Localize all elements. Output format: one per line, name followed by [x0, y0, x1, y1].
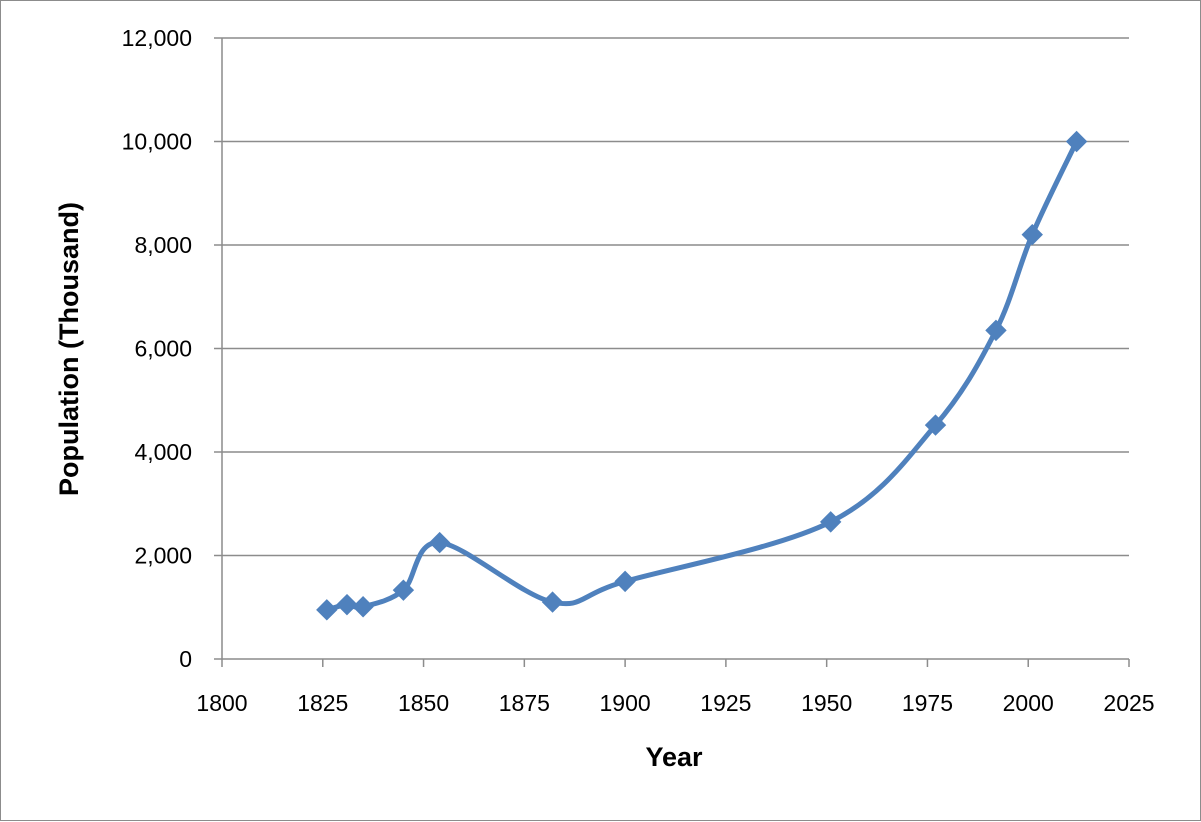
y-tick-label: 6,000	[134, 336, 192, 362]
data-point-marker	[336, 593, 358, 616]
y-tick-label: 0	[179, 646, 192, 672]
data-point-marker	[316, 599, 338, 621]
x-tick-label: 1875	[499, 690, 550, 716]
x-tick-label: 1950	[801, 690, 852, 716]
x-tick-label: 1800	[196, 690, 247, 716]
y-axis-title: Population (Thousand)	[54, 202, 84, 496]
data-point-marker	[985, 319, 1007, 342]
x-axis-title: Year	[645, 742, 703, 772]
y-tick-label: 12,000	[122, 25, 192, 51]
y-tick-label: 2,000	[134, 543, 192, 569]
x-tick-label: 2025	[1103, 690, 1154, 716]
x-tick-label: 1850	[398, 690, 449, 716]
y-tick-labels: 0 2,000 4,000 6,000 8,000 10,000 12,000	[122, 25, 192, 672]
x-tick-label: 1825	[297, 690, 348, 716]
data-point-marker	[428, 531, 451, 554]
x-tick-label: 1975	[902, 690, 953, 716]
data-point-marker	[614, 570, 636, 593]
x-tick-label: 2000	[1003, 690, 1054, 716]
x-tick-label: 1925	[700, 690, 751, 716]
x-tick-label: 1900	[600, 690, 651, 716]
data-point-marker	[924, 414, 947, 436]
data-points	[316, 130, 1088, 621]
x-tick-labels: 1800 1825 1850 1875 1900 1925 1950 1975 2000 2025	[196, 690, 1154, 716]
y-tick-label: 10,000	[122, 129, 192, 155]
data-point-marker	[1065, 130, 1088, 153]
y-tick-label: 4,000	[134, 439, 192, 465]
data-point-marker	[1021, 223, 1043, 246]
data-point-marker	[352, 596, 374, 618]
y-tick-label: 8,000	[134, 232, 192, 258]
data-point-marker	[541, 591, 564, 613]
gridlines	[222, 37, 1129, 557]
data-point-marker	[392, 579, 415, 601]
data-point-marker	[819, 511, 842, 533]
axes	[214, 37, 1130, 667]
